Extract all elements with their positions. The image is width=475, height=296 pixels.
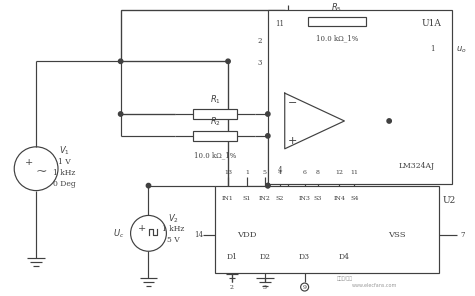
Text: 8: 8	[315, 170, 320, 175]
Text: D3: D3	[299, 253, 310, 261]
Text: $V_1$: $V_1$	[58, 144, 69, 157]
Bar	[268, 9, 452, 184]
Circle shape	[118, 59, 123, 63]
Text: $U_c$: $U_c$	[113, 227, 124, 239]
Text: D2: D2	[259, 253, 270, 261]
Text: 11: 11	[351, 170, 358, 175]
Text: 4: 4	[277, 166, 282, 174]
Text: ~: ~	[35, 165, 47, 179]
Text: 12: 12	[335, 170, 343, 175]
Text: 1: 1	[430, 45, 434, 53]
Text: VSS: VSS	[388, 231, 406, 239]
Bar	[308, 17, 366, 27]
Text: S2: S2	[276, 196, 284, 201]
Text: $R_2$: $R_2$	[209, 116, 220, 128]
Circle shape	[266, 112, 270, 116]
Circle shape	[266, 184, 270, 188]
Text: U2: U2	[442, 196, 456, 205]
Text: $u_o$: $u_o$	[456, 44, 467, 55]
Circle shape	[266, 184, 270, 188]
Bar	[215, 186, 439, 273]
Text: 10.0 kΩ_1%: 10.0 kΩ_1%	[194, 152, 236, 160]
Text: S1: S1	[243, 196, 251, 201]
Text: IN3: IN3	[299, 196, 311, 201]
Text: +: +	[25, 158, 33, 167]
Text: 10.0 kΩ_1%: 10.0 kΩ_1%	[316, 34, 358, 42]
Text: IN4: IN4	[333, 196, 345, 201]
Text: 9: 9	[303, 284, 307, 289]
Text: 11: 11	[276, 20, 284, 28]
Bar	[193, 131, 237, 141]
Text: LM324AJ: LM324AJ	[399, 162, 435, 170]
Circle shape	[226, 59, 230, 63]
Text: 电路城/天天: 电路城/天天	[336, 276, 352, 281]
Text: S3: S3	[314, 196, 322, 201]
Circle shape	[266, 134, 270, 138]
Text: 2: 2	[257, 37, 262, 45]
Text: 13: 13	[224, 170, 232, 175]
Text: 1 kHz: 1 kHz	[53, 169, 75, 177]
Text: 6: 6	[303, 170, 306, 175]
Text: www.elecfans.com: www.elecfans.com	[352, 283, 397, 287]
Circle shape	[118, 112, 123, 116]
Text: 10.0 kΩ_1%: 10.0 kΩ_1%	[194, 130, 236, 138]
Text: 5: 5	[263, 170, 267, 175]
Text: 2: 2	[230, 284, 234, 289]
Text: $R_1$: $R_1$	[209, 94, 220, 106]
Text: 1: 1	[245, 170, 249, 175]
Text: 7: 7	[460, 231, 465, 239]
Text: U1A: U1A	[422, 19, 442, 28]
Text: VDD: VDD	[237, 231, 256, 239]
Text: −: −	[288, 98, 297, 108]
Circle shape	[387, 119, 391, 123]
Bar	[193, 109, 237, 119]
Text: 1 V: 1 V	[57, 158, 70, 166]
Text: 3: 3	[258, 59, 262, 67]
Text: +: +	[288, 136, 297, 146]
Text: $V_2$: $V_2$	[168, 212, 179, 225]
Text: 3: 3	[263, 284, 267, 289]
Text: D4: D4	[339, 253, 350, 261]
Text: $R_5$: $R_5$	[332, 1, 342, 14]
Text: 1 kHz: 1 kHz	[162, 225, 185, 233]
Text: 0 Deg: 0 Deg	[53, 180, 76, 188]
Text: 4: 4	[278, 170, 282, 175]
Text: S4: S4	[350, 196, 359, 201]
Text: 5 V: 5 V	[167, 236, 180, 244]
Circle shape	[146, 184, 151, 188]
Text: +: +	[138, 224, 147, 233]
Text: D1: D1	[227, 253, 238, 261]
Text: 14: 14	[194, 231, 203, 239]
Text: IN1: IN1	[222, 196, 234, 201]
Text: IN2: IN2	[259, 196, 271, 201]
